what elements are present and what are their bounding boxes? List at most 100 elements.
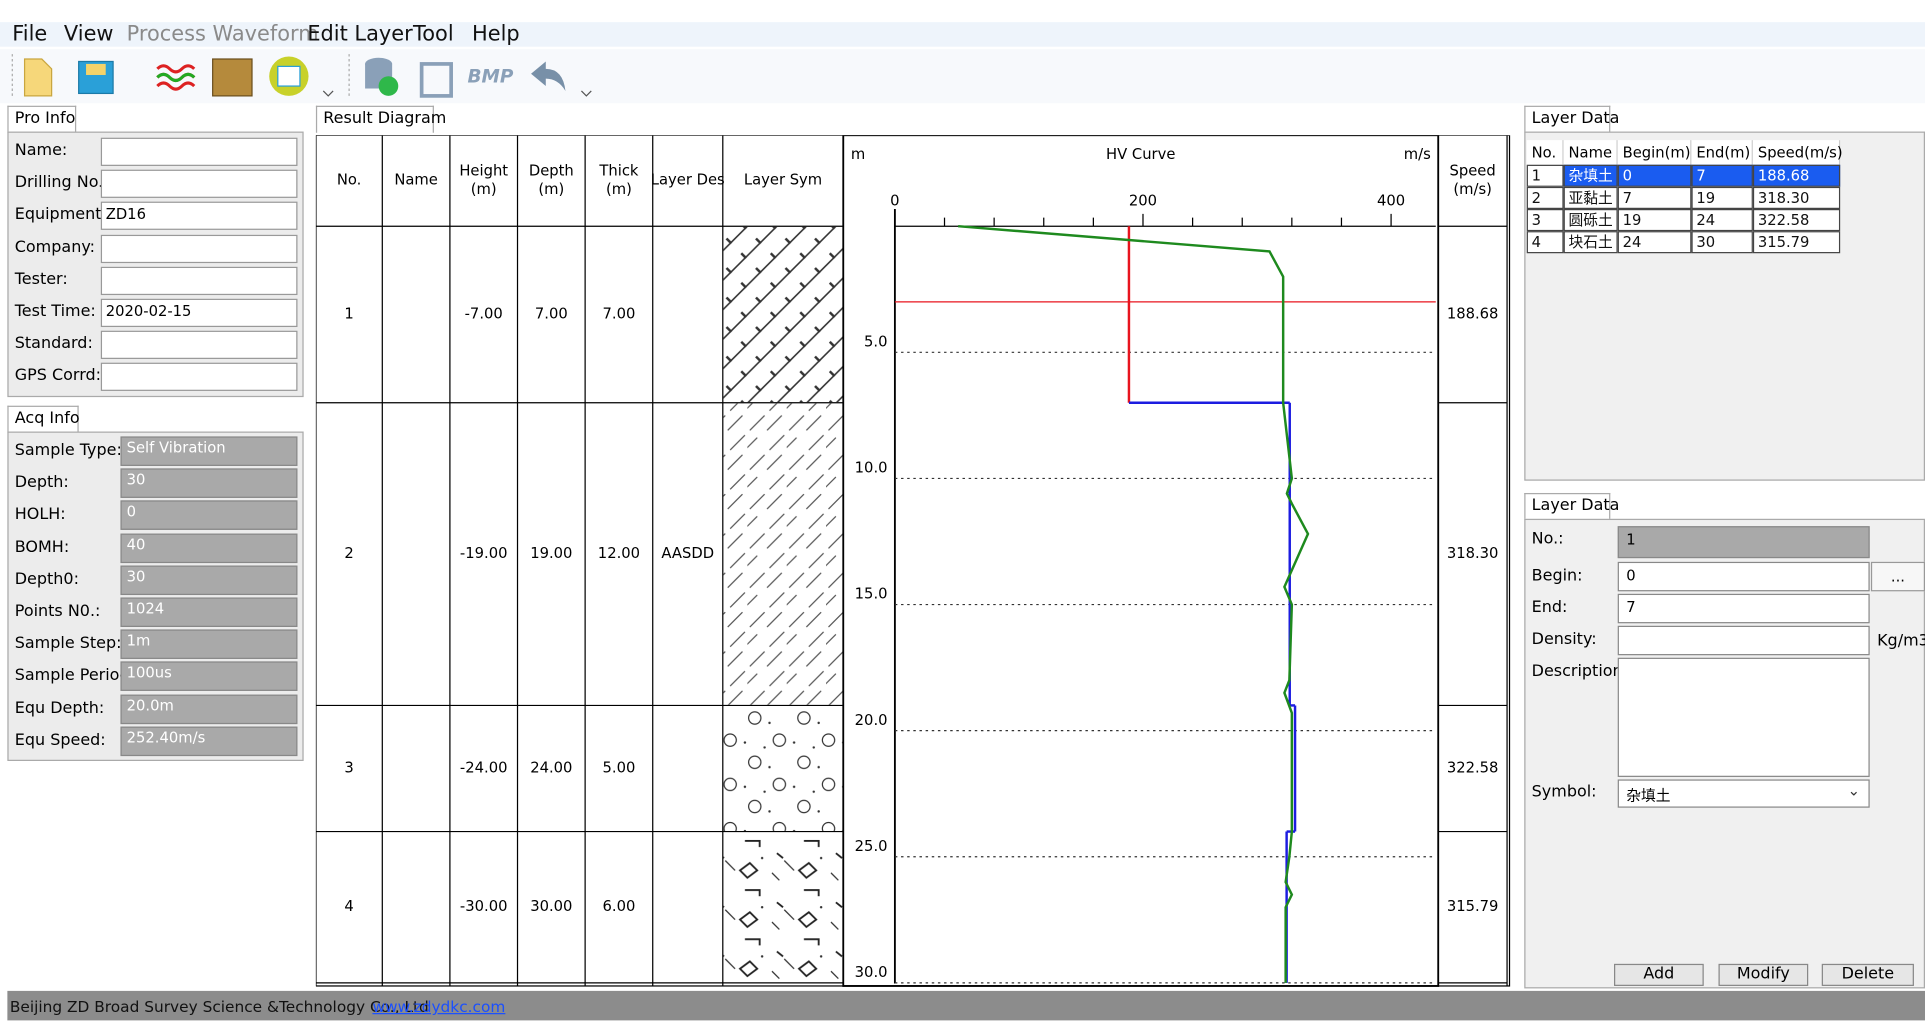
- column-header: Speed: [1450, 162, 1496, 179]
- cell: 322.58: [1447, 760, 1499, 777]
- text-input[interactable]: 2020-02-15: [100, 298, 298, 328]
- cell: -30.00: [460, 898, 508, 915]
- dropdown[interactable]: [581, 90, 592, 97]
- cell: -19.00: [460, 545, 508, 562]
- form-label: Description:: [1531, 662, 1629, 682]
- table-cell[interactable]: 3: [1526, 208, 1564, 232]
- table-header: Begin(m): [1617, 140, 1692, 165]
- form-input[interactable]: 7: [1617, 593, 1870, 624]
- status-bar: [7, 990, 1925, 1021]
- y-tick-label: 25.0: [855, 838, 888, 855]
- menu-item[interactable]: File: [12, 22, 48, 47]
- hv-curve: [958, 224, 1310, 983]
- column-header: Depth: [529, 162, 574, 179]
- text-input[interactable]: [100, 266, 298, 295]
- table-cell[interactable]: 188.68: [1752, 164, 1841, 187]
- form-label: End:: [1531, 598, 1568, 618]
- button[interactable]: Modify: [1718, 963, 1809, 986]
- field-label: Tester:: [14, 270, 68, 289]
- dropdown[interactable]: [322, 90, 334, 97]
- table-cell[interactable]: 19: [1691, 186, 1753, 209]
- new-icon[interactable]: [23, 58, 53, 97]
- tab[interactable]: Acq Info: [7, 405, 80, 433]
- table-cell[interactable]: 7: [1691, 164, 1753, 187]
- menu-item[interactable]: View: [63, 22, 114, 47]
- text-input[interactable]: [100, 363, 298, 392]
- field-label: Equ Speed:: [14, 731, 106, 750]
- text-input[interactable]: ZD16: [100, 202, 298, 231]
- readonly-field: 30: [120, 565, 298, 595]
- company-name: Beijing ZD Broad Survey Science &Technol…: [9, 997, 429, 1016]
- table-cell[interactable]: 322.58: [1752, 208, 1841, 232]
- tab[interactable]: Layer Data: [1524, 105, 1619, 133]
- wave-icon[interactable]: [156, 64, 196, 91]
- readonly-field: 0: [120, 500, 298, 531]
- menu-bar: [0, 22, 1925, 47]
- tab[interactable]: Result Diagram: [315, 105, 446, 133]
- cell: 188.68: [1447, 305, 1499, 322]
- unit-label: Kg/m3: [1877, 631, 1925, 651]
- browse-button[interactable]: ...: [1870, 561, 1925, 592]
- field-label: Name:: [14, 141, 68, 160]
- table-cell[interactable]: 19: [1617, 208, 1692, 232]
- table-cell[interactable]: 7: [1617, 186, 1692, 209]
- delete-icon[interactable]: [419, 62, 453, 98]
- table-cell[interactable]: 30: [1691, 231, 1753, 254]
- text-input[interactable]: [100, 234, 298, 263]
- readonly-field: 100us: [120, 661, 298, 692]
- tab[interactable]: Layer Data: [1524, 492, 1619, 521]
- menu-item[interactable]: Help: [472, 22, 520, 47]
- table-cell[interactable]: 1: [1526, 164, 1564, 187]
- menu-item[interactable]: Edit Layer: [307, 22, 413, 47]
- table-header: No.: [1526, 140, 1564, 165]
- form-input[interactable]: [1617, 625, 1870, 656]
- tab[interactable]: Pro Info: [7, 105, 77, 133]
- dropdown-arrow[interactable]: ⌄: [1847, 781, 1860, 800]
- button[interactable]: Add: [1614, 963, 1704, 986]
- field-label: Depth:: [14, 473, 69, 492]
- table-cell[interactable]: 圆砾土: [1563, 208, 1618, 232]
- result-diagram: No. Name Height (m) Depth (m) Thick (m) Layer De…: [315, 135, 1511, 987]
- table-cell[interactable]: 24: [1617, 231, 1692, 254]
- column-header: (m): [606, 181, 632, 198]
- y-tick-label: 30.0: [855, 964, 888, 981]
- form-input[interactable]: 杂填土: [1617, 779, 1870, 808]
- undo-icon[interactable]: [531, 61, 566, 91]
- column-header: Name: [394, 172, 438, 189]
- website-link[interactable]: www.zdydkc.com: [372, 997, 506, 1016]
- field-label: Equ Depth:: [14, 699, 105, 718]
- layers-icon[interactable]: [212, 58, 253, 97]
- table-cell[interactable]: 杂填土: [1563, 164, 1618, 187]
- table-cell[interactable]: 亚黏土: [1563, 186, 1618, 209]
- button[interactable]: Delete: [1821, 963, 1914, 986]
- table-cell[interactable]: 315.79: [1752, 231, 1841, 254]
- y-tick-label: 20.0: [855, 712, 888, 729]
- table-cell[interactable]: 4: [1526, 231, 1564, 254]
- bmp-icon[interactable]: BMP: [468, 66, 514, 87]
- table-cell[interactable]: 2: [1526, 186, 1564, 209]
- text-input[interactable]: [100, 330, 298, 360]
- form-input[interactable]: 0: [1617, 561, 1870, 592]
- column-header: Layer Sym: [744, 172, 822, 189]
- text-input[interactable]: [100, 169, 298, 199]
- menu-item[interactable]: Tool: [413, 22, 454, 47]
- table-cell[interactable]: 24: [1691, 208, 1753, 232]
- field-label: GPS Corrd:: [14, 366, 102, 386]
- form-input[interactable]: [1617, 657, 1870, 777]
- text-input[interactable]: [100, 137, 298, 166]
- table-header: Speed(m/s): [1752, 140, 1843, 165]
- field-label: Sample Period:: [14, 666, 135, 686]
- table-cell[interactable]: 0: [1617, 164, 1692, 187]
- cell: 6.00: [603, 898, 636, 915]
- layer-symbol: [723, 706, 843, 831]
- field-label: BOMH:: [14, 537, 70, 557]
- cell: 1: [344, 305, 353, 322]
- cell: 19.00: [530, 545, 572, 562]
- table-cell[interactable]: 318.30: [1752, 186, 1841, 209]
- menu-item[interactable]: Process Waveform: [126, 22, 319, 47]
- field-label: Standard:: [14, 334, 93, 354]
- table-cell[interactable]: 块石土: [1563, 231, 1618, 254]
- form-input[interactable]: 1: [1617, 526, 1870, 559]
